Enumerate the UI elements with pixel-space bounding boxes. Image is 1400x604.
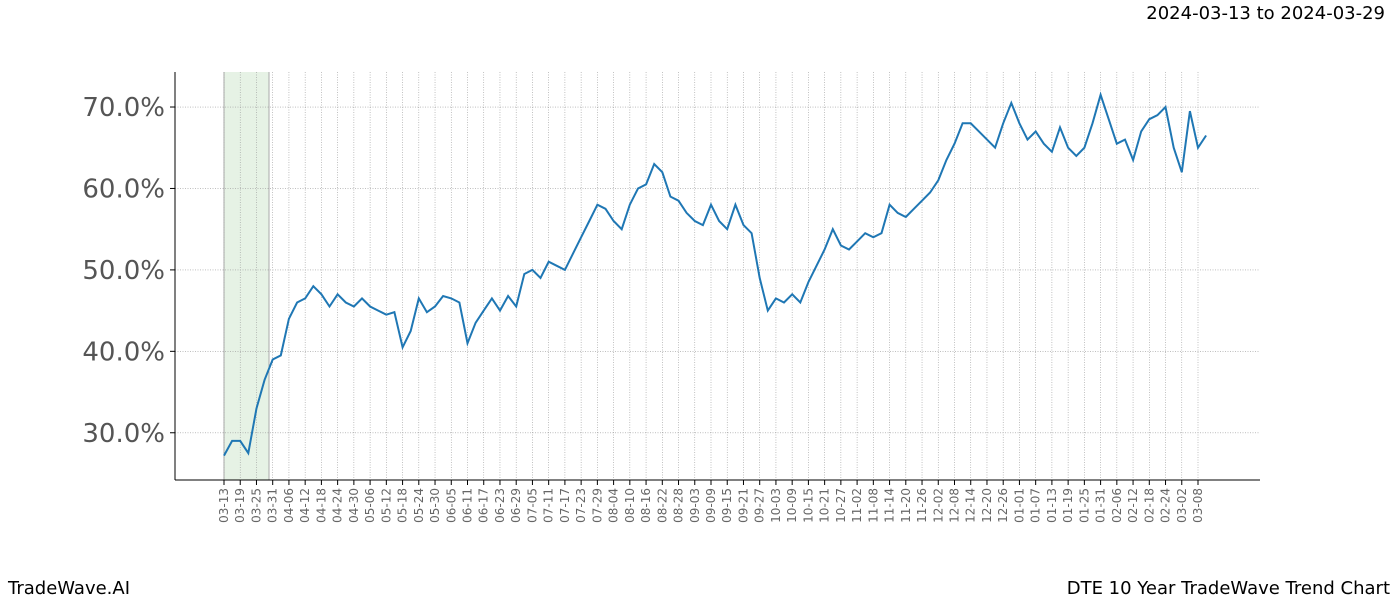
x-tick-label: 05-18 (396, 488, 410, 523)
x-tick-label: 01-19 (1061, 488, 1075, 523)
x-tick-label: 10-27 (834, 488, 848, 523)
x-tick-label: 11-14 (883, 488, 897, 523)
x-tick-label: 08-04 (607, 488, 621, 523)
x-tick-label: 10-21 (818, 488, 832, 523)
x-tick-label: 06-11 (461, 488, 475, 523)
x-tick-label: 02-12 (1126, 488, 1140, 523)
x-tick-label: 06-17 (477, 488, 491, 523)
x-tick-label: 07-05 (525, 488, 539, 523)
x-tick-label: 08-22 (655, 488, 669, 523)
x-tick-label: 09-03 (688, 488, 702, 523)
x-tick-label: 12-02 (931, 488, 945, 523)
chart-title: DTE 10 Year TradeWave Trend Chart (1067, 578, 1390, 599)
x-tick-label: 11-26 (915, 488, 929, 523)
x-tick-label: 11-08 (866, 488, 880, 523)
x-tick-label: 09-15 (720, 488, 734, 523)
x-tick-label: 08-10 (623, 488, 637, 523)
x-tick-label: 11-20 (899, 488, 913, 523)
x-tick-label: 04-12 (298, 488, 312, 523)
x-tick-label: 03-31 (266, 488, 280, 523)
x-tick-label: 01-13 (1045, 488, 1059, 523)
x-tick-label: 06-29 (509, 488, 523, 523)
x-tick-label: 02-06 (1110, 488, 1124, 523)
x-tick-label: 01-07 (1029, 488, 1043, 523)
y-tick-label: 50.0% (82, 256, 165, 286)
x-tick-label: 07-17 (558, 488, 572, 523)
x-tick-label: 04-30 (347, 488, 361, 523)
x-tick-label: 07-11 (542, 488, 556, 523)
x-tick-label: 05-06 (363, 488, 377, 523)
trend-line (223, 91, 1207, 457)
x-tick-label: 09-21 (736, 488, 750, 523)
x-tick-label: 03-25 (249, 488, 263, 523)
x-tick-label: 03-08 (1191, 488, 1205, 523)
x-tick-label: 02-24 (1159, 488, 1173, 523)
y-tick-label: 70.0% (82, 93, 165, 123)
y-tick-label: 60.0% (82, 174, 165, 204)
x-tick-label: 07-23 (574, 488, 588, 523)
x-tick-label: 05-30 (428, 488, 442, 523)
x-tick-label: 05-12 (379, 488, 393, 523)
x-tick-label: 01-25 (1077, 488, 1091, 523)
x-tick-label: 03-19 (233, 488, 247, 523)
x-tick-label: 12-26 (996, 488, 1010, 523)
x-tick-label: 04-18 (314, 488, 328, 523)
x-tick-label: 03-02 (1175, 488, 1189, 523)
x-tick-label: 08-28 (672, 488, 686, 523)
x-tick-label: 10-15 (801, 488, 815, 523)
x-tick-label: 07-29 (590, 488, 604, 523)
x-tick-label: 09-27 (753, 488, 767, 523)
x-tick-label: 04-24 (331, 488, 345, 523)
x-tick-label: 02-18 (1142, 488, 1156, 523)
y-tick-label: 30.0% (82, 419, 165, 449)
x-tick-label: 03-13 (217, 488, 231, 523)
x-tick-label: 10-09 (785, 488, 799, 523)
x-tick-label: 10-03 (769, 488, 783, 523)
x-tick-label: 05-24 (412, 488, 426, 523)
x-tick-label: 09-09 (704, 488, 718, 523)
x-tick-label: 11-02 (850, 488, 864, 523)
x-tick-label: 12-20 (980, 488, 994, 523)
x-tick-label: 04-06 (282, 488, 296, 523)
date-range: 2024-03-13 to 2024-03-29 (1146, 3, 1385, 24)
x-tick-label: 12-14 (964, 488, 978, 523)
x-tick-label: 12-08 (948, 488, 962, 523)
x-tick-label: 01-31 (1094, 488, 1108, 523)
brand: TradeWave.AI (7, 578, 130, 599)
x-tick-label: 01-01 (1012, 488, 1026, 523)
highlight-band (224, 72, 269, 480)
y-tick-label: 40.0% (82, 337, 165, 367)
x-tick-label: 06-23 (493, 488, 507, 523)
x-tick-label: 08-16 (639, 488, 653, 523)
x-tick-label: 06-05 (444, 488, 458, 523)
